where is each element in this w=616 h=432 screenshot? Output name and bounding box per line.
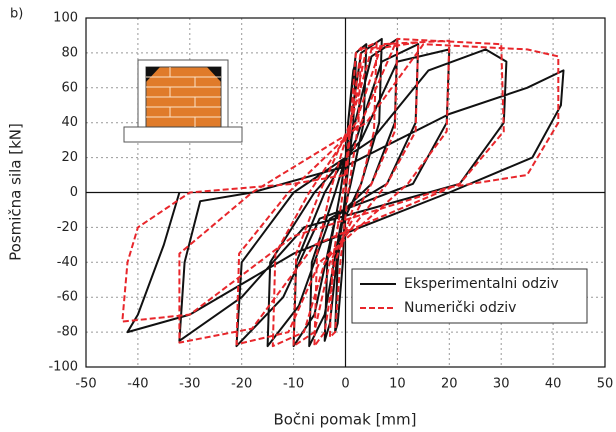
x-tick-label: -10 [283, 377, 304, 392]
x-axis-title: Bočni pomak [mm] [273, 411, 416, 429]
y-tick-label: 40 [61, 115, 78, 130]
y-tick-label: 20 [61, 150, 78, 165]
x-tick-label: 0 [341, 377, 349, 392]
y-tick-label: -60 [57, 290, 78, 305]
wall-icon [123, 59, 243, 143]
x-tick-label: 50 [597, 377, 614, 392]
x-tick-label: 10 [389, 377, 406, 392]
x-tick-label: -30 [179, 377, 200, 392]
panel-label: b) [10, 7, 23, 22]
x-tick-label: -40 [127, 377, 148, 392]
y-axis-title: Posmična sila [kN] [7, 123, 25, 261]
y-tick-label: 100 [53, 11, 78, 26]
x-tick-label: 40 [545, 377, 562, 392]
x-tick-label: -50 [75, 377, 96, 392]
x-tick-label: 20 [441, 377, 458, 392]
x-tick-label: -20 [231, 377, 252, 392]
series-line [126, 37, 565, 348]
y-tick-label: -100 [48, 360, 78, 375]
y-tick-label: -40 [57, 255, 78, 270]
legend-label: Numerički odziv [404, 300, 516, 316]
y-tick-label: -80 [57, 325, 78, 340]
legend-box [351, 268, 588, 324]
series-line [121, 37, 560, 348]
y-tick-label: 60 [61, 80, 78, 95]
y-tick-label: -20 [57, 220, 78, 235]
legend-label: Eksperimentalni odziv [404, 276, 559, 292]
x-tick-label: 30 [493, 377, 510, 392]
y-tick-label: 0 [70, 185, 78, 200]
y-tick-label: 80 [61, 45, 78, 60]
